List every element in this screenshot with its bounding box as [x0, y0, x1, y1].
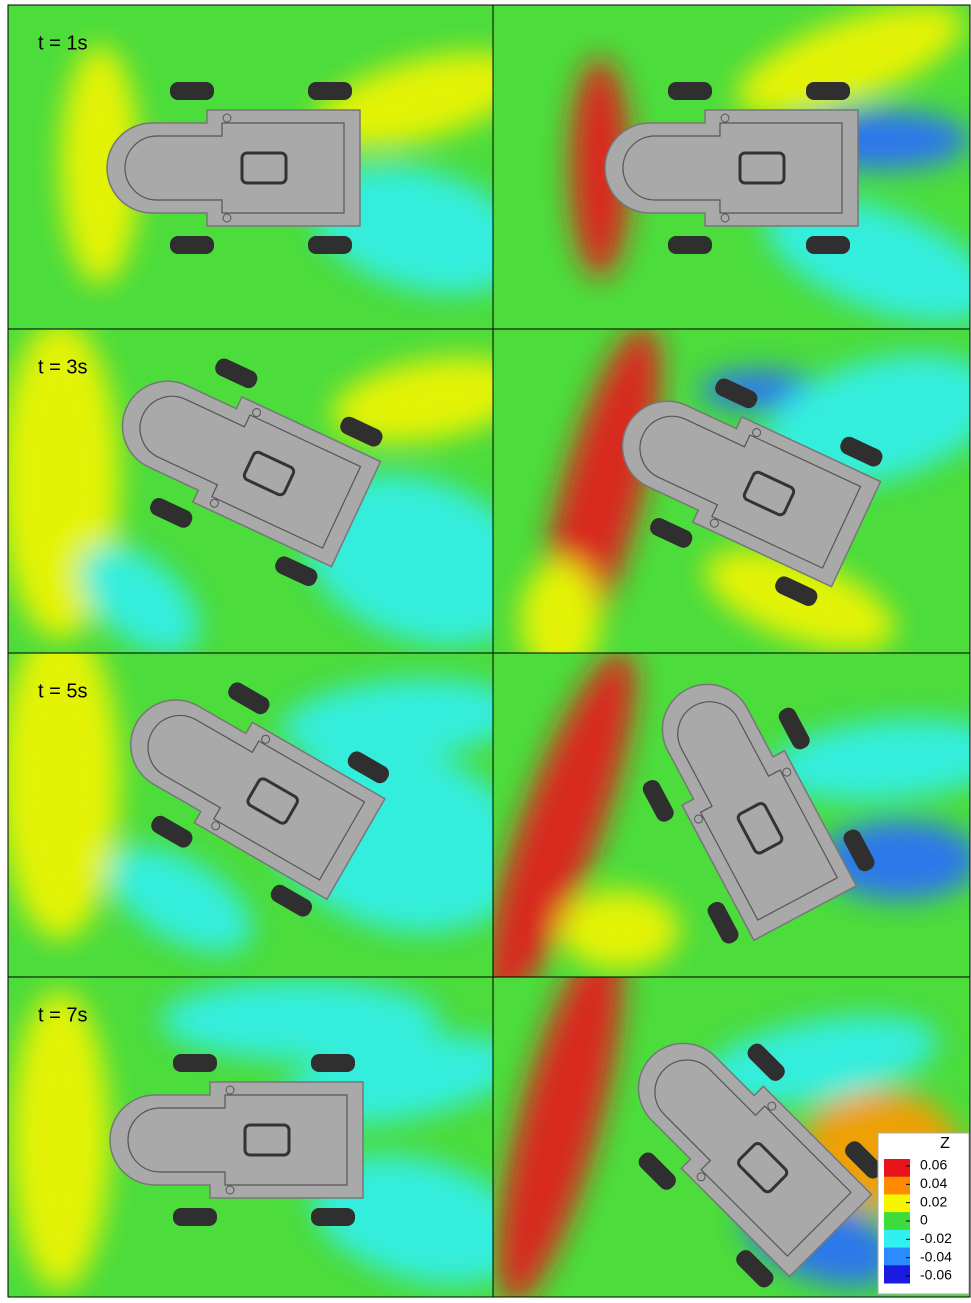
colorbar-title: Z [940, 1135, 950, 1152]
colorbar-band [884, 1194, 910, 1212]
figure: t = 1s t = 3s t = 5s t = 7s Z 0.06 0.04 0.02 0… [0, 0, 971, 1298]
colorbar: Z 0.06 0.04 0.02 0 -0.02 -0.04 -0.06 [878, 1133, 969, 1294]
time-label: t = 1s [38, 32, 87, 54]
panel [493, 316, 971, 684]
colorbar-tick-label: 0.06 [920, 1157, 947, 1173]
colorbar-band [884, 1248, 910, 1266]
flow-structure [0, 620, 120, 940]
flow-structure [10, 990, 110, 1290]
panel [8, 977, 542, 1298]
colorbar-tick-label: -0.06 [920, 1267, 952, 1283]
flow-structure [160, 980, 440, 1060]
panel [457, 638, 971, 1022]
colorbar-tick-label: 0 [920, 1212, 928, 1228]
colorbar-band [884, 1177, 910, 1195]
colorbar-tick-label: -0.02 [920, 1230, 952, 1246]
time-label: t = 3s [38, 356, 87, 378]
panel [493, 0, 971, 348]
panel [8, 5, 542, 329]
panel [0, 620, 549, 977]
colorbar-tick-label: -0.04 [920, 1248, 952, 1264]
colorbar-tick-label: 0.04 [920, 1175, 947, 1191]
time-label: t = 5s [38, 680, 87, 702]
time-label: t = 7s [38, 1004, 87, 1026]
colorbar-tick-label: 0.02 [920, 1193, 947, 1209]
panels [0, 0, 971, 1298]
colorbar-band [884, 1265, 910, 1283]
colorbar-band [884, 1159, 910, 1177]
flow-structure [560, 890, 680, 970]
